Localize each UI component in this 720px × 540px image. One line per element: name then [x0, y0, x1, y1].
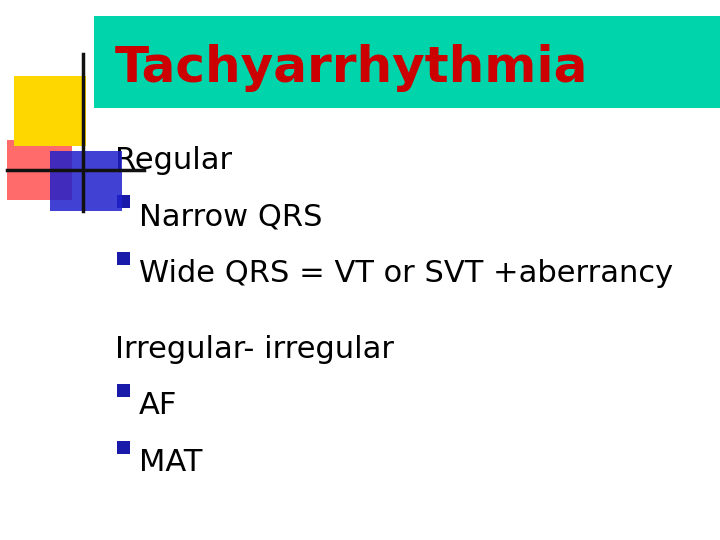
Bar [14, 76, 86, 146]
Bar [117, 441, 130, 454]
FancyBboxPatch shape [94, 16, 720, 108]
Bar [117, 252, 130, 265]
Bar [117, 384, 130, 397]
Text: Tachyarrhythmia: Tachyarrhythmia [115, 44, 588, 91]
Text: Wide QRS = VT or SVT +aberrancy: Wide QRS = VT or SVT +aberrancy [139, 259, 673, 288]
Text: AF: AF [139, 392, 177, 421]
Text: Regular: Regular [115, 146, 233, 175]
Text: Irregular- irregular: Irregular- irregular [115, 335, 395, 364]
Bar [7, 140, 72, 200]
Bar [117, 195, 130, 208]
Bar [50, 151, 122, 211]
Text: Narrow QRS: Narrow QRS [139, 202, 323, 232]
Text: MAT: MAT [139, 448, 202, 477]
